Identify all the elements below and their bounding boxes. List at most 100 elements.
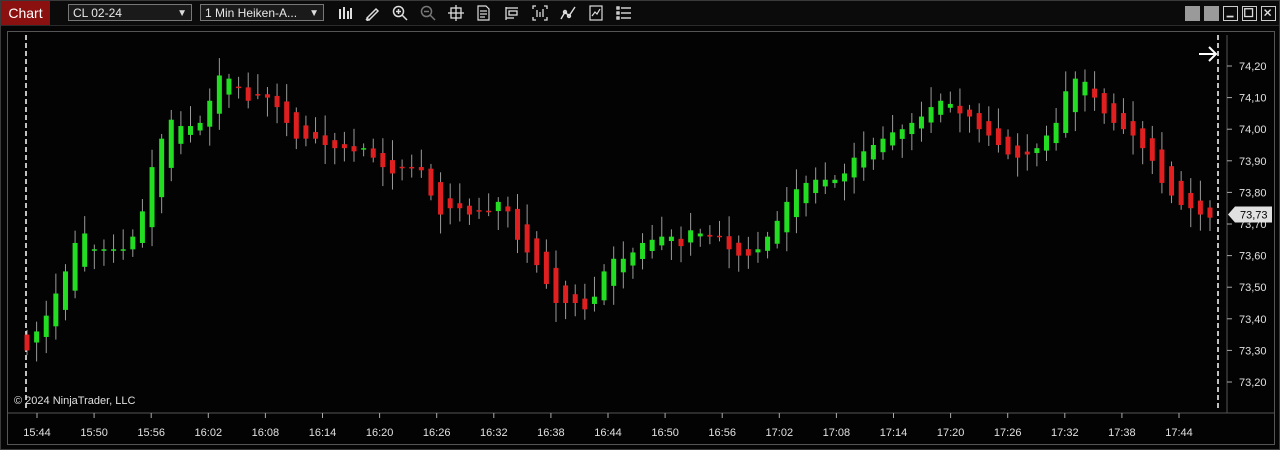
chart-tab-label[interactable]: Chart [1,1,50,25]
candle-body [515,208,521,240]
price-tick-label: 73,40 [1239,314,1267,326]
candle-body [159,138,165,198]
time-tick-label: 16:08 [252,427,280,439]
time-tick-label: 15:44 [23,427,51,439]
candle-body [120,249,126,251]
candle-body [62,271,68,310]
candle-body [938,100,944,115]
candle-body [264,94,270,98]
time-tick-label: 16:50 [651,427,679,439]
instrument-selector[interactable]: CL 02-24 ▼ [68,4,192,21]
candle-body [668,236,674,242]
candle-body [245,87,251,101]
time-tick-label: 16:56 [708,427,736,439]
scroll-right-icon[interactable] [1199,46,1218,62]
maximize-button[interactable] [1242,6,1257,21]
candle-body [851,157,857,178]
candle-body [303,125,309,139]
candle-body [678,238,684,247]
price-tick-label: 73,30 [1239,345,1267,357]
candle-body [284,101,290,123]
candle-body [495,201,501,212]
candle-body [389,160,395,174]
candle-body [380,153,386,168]
candle-body [640,242,646,259]
candle-body [774,220,780,244]
candle-body [139,211,145,243]
candle-body [755,249,761,253]
candle-body [880,138,886,153]
drawing-tool-icon[interactable] [364,5,380,21]
candle-body [1178,180,1184,206]
candle-body [765,236,771,251]
candle-body [1101,93,1107,114]
candle-body [178,126,184,144]
time-tick-label: 17:14 [880,427,908,439]
candle-body [1043,135,1049,151]
time-tick-label: 17:32 [1051,427,1079,439]
indicators-icon[interactable] [532,5,548,21]
link-button[interactable] [1185,6,1200,21]
chart-trader-icon[interactable] [504,5,520,21]
crosshair-icon[interactable] [448,5,464,21]
candle-body [861,151,867,168]
candle-body [601,271,607,301]
candle-body [361,148,367,150]
candle-body [1015,145,1021,158]
title-bar: Chart CL 02-24 ▼ 1 Min Heiken-A... ▼ [1,1,1279,26]
candle-body [1140,128,1146,149]
candle-body [476,210,482,212]
candle-body [697,233,703,237]
candle-body [553,267,559,303]
candle-body [543,251,549,285]
time-tick-label: 16:20 [366,427,394,439]
candle-body [832,179,838,184]
price-tick-label: 74,20 [1239,61,1267,73]
candle-body [216,75,222,114]
close-button[interactable] [1261,6,1276,21]
candle-body [1120,113,1126,130]
minimize-button[interactable] [1223,6,1238,21]
time-tick-label: 17:44 [1165,427,1193,439]
candle-body [399,166,405,169]
candle-body [168,119,174,168]
data-box-icon[interactable] [476,5,492,21]
candle-body [341,144,347,149]
candle-body [351,146,357,152]
strategies-icon[interactable] [560,5,576,21]
zoom-out-icon[interactable] [420,5,436,21]
chevron-down-icon: ▼ [177,8,187,19]
candle-body [53,293,59,327]
period-value: 1 Min Heiken-A... [205,6,298,20]
candle-body [957,105,963,114]
instrument-value: CL 02-24 [73,6,122,20]
candle-body [620,258,626,273]
candle-body [457,203,463,209]
period-selector[interactable]: 1 Min Heiken-A... ▼ [200,4,324,21]
candle-body [967,109,973,117]
candlestick-series [24,58,1213,362]
time-tick-label: 16:14 [309,427,337,439]
time-tick-label: 16:38 [537,427,565,439]
candle-body [226,78,232,95]
link-button-2[interactable] [1204,6,1219,21]
candle-body [716,235,722,238]
properties-icon[interactable] [616,5,632,21]
templates-icon[interactable] [588,5,604,21]
time-tick-label: 17:20 [937,427,965,439]
candle-body [534,238,540,266]
candle-body [1005,136,1011,155]
candle-body [1024,151,1030,155]
candle-body [274,95,280,108]
candle-body [24,334,30,351]
bar-type-icon[interactable] [337,5,353,21]
candle-body [899,129,905,139]
candle-body [1111,103,1117,123]
candle-body [870,145,876,160]
candle-body [745,249,751,256]
time-axis: 15:44 15:50 15:56 16:02 16:08 16:14 16:20 16:26… [23,413,1193,439]
zoom-in-icon[interactable] [392,5,408,21]
candle-body [582,298,588,310]
candle-body [188,126,194,135]
